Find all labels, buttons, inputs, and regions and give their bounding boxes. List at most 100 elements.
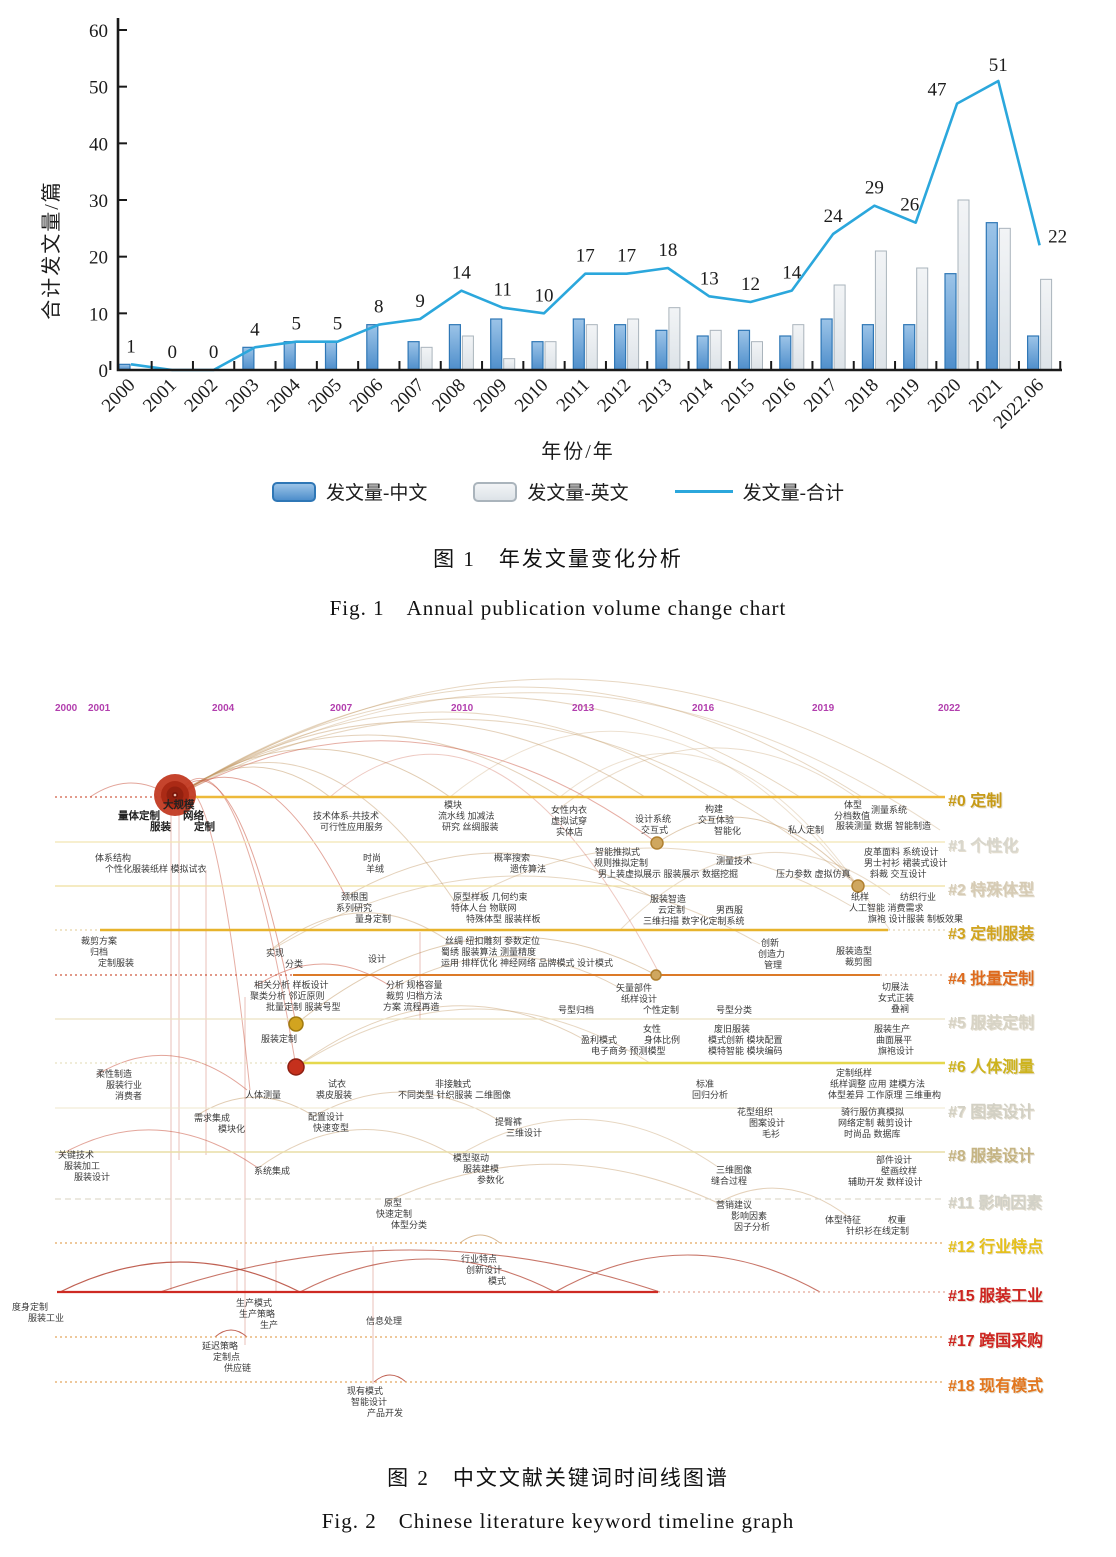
legend-item-0: 发文量-中文 — [272, 478, 427, 505]
link-arc — [174, 692, 941, 831]
total-value-label: 17 — [617, 246, 636, 267]
keyword-label: 系统集成 — [254, 1166, 291, 1176]
keyword-label: 毛衫 — [762, 1129, 781, 1139]
keyword-label: 裘皮服装 — [316, 1090, 353, 1100]
keyword-label: 生产策略 — [239, 1309, 276, 1319]
keyword-label: 消费者 — [115, 1091, 143, 1101]
keyword-label: 纸样设计 — [621, 994, 658, 1004]
keyword-label: 智能设计 — [351, 1397, 388, 1407]
keyword-label: 概率搜索 — [494, 853, 531, 863]
keyword-label: 电子商务 预测模型 — [591, 1046, 666, 1056]
fig1-caption-en: Fig. 1 Annual publication volume change … — [329, 596, 787, 620]
link-arc — [717, 1187, 851, 1219]
total-value-label: 26 — [900, 195, 919, 216]
keyword-label: 男士衬衫 裙装式设计 — [864, 858, 948, 868]
keyword-label: 流水线 加减法 — [438, 811, 495, 821]
y-tick-label: 50 — [89, 78, 108, 99]
link-arc — [174, 734, 561, 798]
keyword-label: 纸样调整 应用 建模方法 — [830, 1079, 926, 1089]
cluster-label-5: #5 服装定制 — [948, 1015, 1035, 1032]
timeline-year-label: 2013 — [572, 703, 595, 714]
keyword-label: 运用 排样优化 神经网络 品牌模式 设计模式 — [441, 958, 614, 968]
link-arc — [257, 1129, 457, 1169]
link-arc — [255, 963, 391, 987]
link-arc — [159, 1249, 661, 1293]
keyword-label: 影响因素 — [731, 1211, 768, 1221]
y-tick-label: 10 — [89, 304, 108, 325]
link-arc — [554, 1254, 821, 1293]
y-tick-label: 20 — [89, 248, 108, 269]
legend-label: 发文量-合计 — [742, 483, 844, 504]
keyword-label: 皮革面料 系统设计 — [864, 847, 939, 857]
fig1-legend: 发文量-中文 发文量-英文 发文量-合计 — [0, 478, 1116, 505]
keyword-label: 遗传算法 — [510, 864, 547, 874]
keyword-label: 服装生产 — [874, 1024, 911, 1034]
total-value-label: 22 — [1048, 226, 1067, 247]
link-arc — [59, 1129, 259, 1169]
total-value-label: 24 — [824, 206, 844, 227]
link-arc — [295, 1005, 586, 1068]
keyword-label: 因子分析 — [734, 1222, 771, 1232]
keyword-label: 云定制 — [658, 905, 686, 915]
keyword-label: 聚类分析 邻近原则 — [250, 991, 325, 1001]
keyword-label: 裁剪图 — [845, 957, 873, 967]
keyword-label: 废旧服装 — [714, 1024, 751, 1034]
link-arc — [174, 686, 863, 798]
keyword-label: 纸样 — [851, 892, 870, 902]
keyword-label: 实体店 — [556, 827, 584, 837]
keyword-label: 行业特点 — [461, 1254, 498, 1264]
cluster-label-1: #1 个性化 — [948, 838, 1019, 855]
cluster-label-9: #11 影响因素 — [948, 1195, 1043, 1212]
keyword-label: 服装造型 — [836, 946, 873, 956]
link-arc — [373, 1374, 407, 1383]
keyword-label: 花型组织 — [737, 1107, 774, 1117]
keyword-label: 试衣 — [328, 1079, 347, 1089]
keyword-label: 现有模式 — [347, 1386, 384, 1396]
keyword-label: 研究 丝绸服装 — [442, 822, 499, 832]
cluster-label-4: #4 批量定制 — [948, 971, 1035, 988]
legend-line-swatch — [674, 490, 733, 493]
keyword-label: 旗袍设计 — [878, 1046, 915, 1056]
keyword-label: 大规模 — [163, 799, 195, 811]
keyword-label: 体型 — [844, 800, 863, 810]
keyword-label: 回归分析 — [692, 1090, 729, 1100]
timeline-year-label: 2022 — [938, 703, 961, 714]
timeline-year-label: 2004 — [212, 703, 235, 714]
fig1-caption-zh: 图 1 年发文量变化分析 — [433, 547, 683, 571]
keyword-label: 分析 规格容量 — [386, 980, 443, 990]
keyword-label: 服装设计 — [74, 1172, 111, 1182]
keyword-label: 缝合过程 — [711, 1176, 748, 1186]
keyword-label: 骑行服仿真模拟 — [841, 1107, 905, 1117]
keyword-label: 不同类型 针织服装 二维图像 — [398, 1090, 512, 1100]
keyword-label: 供应链 — [224, 1363, 252, 1373]
link-arc — [559, 752, 859, 887]
total-value-label: 5 — [291, 314, 301, 335]
keyword-label: 生产 — [260, 1320, 279, 1330]
keyword-label: 服装建模 — [463, 1164, 500, 1174]
link-arc — [174, 678, 941, 798]
cluster-label-8: #8 服装设计 — [948, 1148, 1035, 1165]
keyword-label: 原型 — [384, 1198, 403, 1208]
link-arc — [344, 852, 653, 898]
keyword-label: 女式正装 — [878, 993, 915, 1003]
total-value-label: 5 — [333, 314, 343, 335]
fig2-caption-en: Fig. 2 Chinese literature keyword timeli… — [321, 1509, 795, 1533]
keyword-label: 颈根围 — [341, 892, 369, 902]
total-value-label: 13 — [700, 268, 719, 289]
keyword-label: 定制纸样 — [836, 1068, 873, 1078]
keyword-label: 服装测量 数据 智能制造 — [836, 821, 932, 831]
keyword-label: 创造力 — [758, 949, 786, 959]
total-value-label: 47 — [928, 80, 947, 101]
keyword-label: 配置设计 — [308, 1112, 345, 1122]
keyword-label: 定制 — [194, 821, 215, 833]
keyword-label: 模特智能 模块编码 — [708, 1046, 783, 1056]
link-arc — [267, 912, 448, 953]
keyword-label: 归档 — [90, 947, 109, 957]
timeline-year-label: 2007 — [330, 703, 353, 714]
keyword-label: 旗袍 设计服装 制板效果 — [868, 914, 964, 924]
keyword-label: 非接触式 — [435, 1079, 472, 1089]
keyword-label: 服装行业 — [106, 1080, 143, 1090]
total-value-label: 29 — [865, 178, 884, 199]
